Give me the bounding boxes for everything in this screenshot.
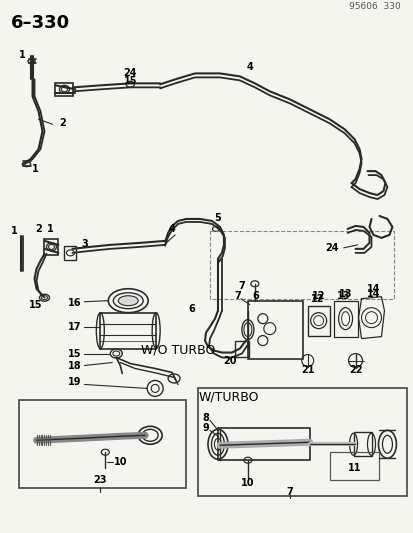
Text: 14: 14	[366, 289, 379, 298]
Text: 7: 7	[286, 487, 292, 497]
Text: 24: 24	[324, 243, 337, 253]
Bar	[329, 452, 379, 480]
Text: 15: 15	[67, 349, 81, 359]
Bar	[44, 239, 58, 255]
Bar	[234, 341, 248, 357]
Text: 1: 1	[11, 226, 18, 236]
Text: 23: 23	[93, 475, 107, 485]
Text: 18: 18	[67, 360, 81, 370]
Bar	[217, 429, 309, 460]
Text: 7: 7	[238, 281, 244, 290]
Text: 15: 15	[28, 300, 42, 310]
Text: 13: 13	[336, 290, 349, 301]
Bar	[64, 246, 76, 260]
Bar	[353, 432, 370, 456]
Text: W/O TURBO: W/O TURBO	[140, 343, 215, 356]
Text: 17: 17	[67, 321, 81, 332]
Text: 7: 7	[234, 290, 241, 301]
Text: 8: 8	[202, 414, 209, 423]
Text: 12: 12	[310, 294, 324, 304]
Text: 1: 1	[32, 164, 39, 174]
Text: 4: 4	[246, 62, 253, 72]
Text: 6–330: 6–330	[11, 13, 69, 31]
Bar	[19, 400, 185, 488]
Text: 10: 10	[240, 478, 254, 488]
Text: 19: 19	[67, 377, 81, 387]
Text: 1: 1	[47, 224, 54, 234]
Bar	[247, 301, 302, 359]
Text: 10: 10	[113, 457, 127, 467]
Text: 95606  330: 95606 330	[349, 2, 400, 11]
Bar	[197, 389, 406, 496]
Bar	[333, 301, 357, 337]
Text: 5: 5	[214, 213, 221, 223]
Bar	[55, 83, 73, 96]
Text: 1: 1	[19, 51, 26, 60]
Text: 3: 3	[81, 239, 88, 249]
Text: 6: 6	[252, 290, 259, 301]
Text: 13: 13	[338, 289, 351, 298]
Bar	[100, 313, 156, 349]
Text: 9: 9	[202, 423, 209, 433]
Text: 21: 21	[300, 366, 314, 375]
Text: 16: 16	[67, 298, 81, 308]
Text: 2: 2	[59, 118, 66, 128]
Ellipse shape	[118, 296, 138, 306]
Text: 11: 11	[347, 463, 361, 473]
Bar	[307, 306, 329, 336]
Text: 20: 20	[223, 356, 236, 366]
Text: 4: 4	[169, 224, 175, 234]
Text: 12: 12	[311, 290, 325, 301]
Text: 22: 22	[348, 366, 361, 375]
Text: W/TURBO: W/TURBO	[198, 391, 259, 404]
Bar	[209, 231, 394, 298]
Text: 6: 6	[188, 304, 195, 314]
Text: 14: 14	[366, 284, 379, 294]
Text: 2: 2	[35, 224, 42, 234]
Text: 15: 15	[123, 76, 137, 86]
Text: 24: 24	[123, 68, 137, 78]
